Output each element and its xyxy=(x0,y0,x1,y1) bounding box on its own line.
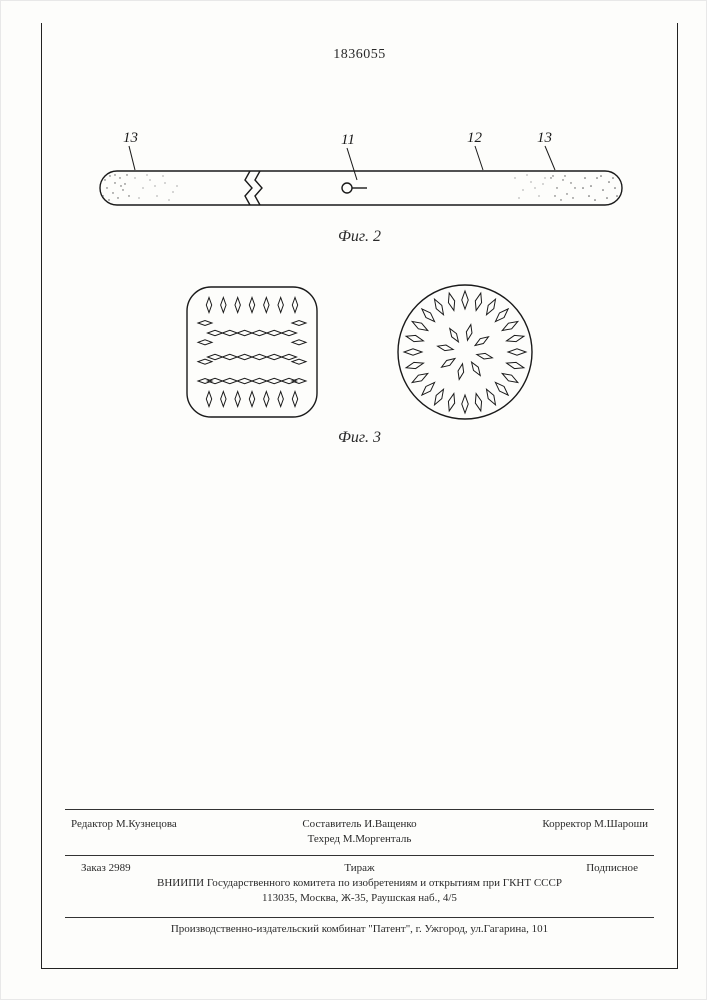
tech-label: Техред xyxy=(308,833,340,845)
editor-cell: Редактор М.Кузнецова xyxy=(71,817,263,847)
content-area: 1836055 xyxy=(41,23,678,969)
label-12: 12 xyxy=(467,130,483,146)
stipple-left-dense xyxy=(102,174,129,200)
order-label: Заказ xyxy=(81,862,106,874)
divider xyxy=(65,809,654,810)
credits-row-2: Заказ 2989 Тираж Подписное ВНИИПИ Госуда… xyxy=(41,861,678,906)
editor-name: М.Кузнецова xyxy=(116,818,177,830)
divider xyxy=(65,855,654,856)
compiler-name: И.Ващенко xyxy=(364,818,416,830)
order-number: 2989 xyxy=(109,862,131,874)
patent-page: 1836055 xyxy=(0,0,707,1000)
corrector-cell: Корректор М.Шароши xyxy=(456,817,648,847)
stipple-right-light xyxy=(514,174,545,198)
tech-name: М.Моргенталь xyxy=(343,833,412,845)
subscription-cell: Подписное xyxy=(452,861,638,876)
label-11: 11 xyxy=(341,132,355,148)
stipple-right-dense xyxy=(582,175,618,201)
figure-2-caption: Фиг. 2 xyxy=(41,228,678,246)
figure-3-caption: Фиг. 3 xyxy=(41,429,678,447)
subscription-label: Подписное xyxy=(586,862,638,874)
order-cell: Заказ 2989 xyxy=(81,861,267,876)
credits-row-1: Редактор М.Кузнецова Составитель И.Ващен… xyxy=(41,817,678,847)
institute-line-1: ВНИИПИ Государственного комитета по изоб… xyxy=(41,876,678,891)
middle-cell: Составитель И.Ващенко Техред М.Моргентал… xyxy=(263,817,455,847)
stipple-right-mid xyxy=(550,175,575,200)
document-number: 1836055 xyxy=(41,47,678,63)
institute-line-2: 113035, Москва, Ж-35, Раушская наб., 4/5 xyxy=(41,891,678,906)
printer-line: Производственно-издательский комбинат "П… xyxy=(41,923,678,935)
figure-3-drawing xyxy=(175,275,547,435)
editor-label: Редактор xyxy=(71,818,113,830)
compiler-label: Составитель xyxy=(302,818,361,830)
corrector-label: Корректор xyxy=(542,818,591,830)
square-pattern xyxy=(198,298,306,407)
print-run-label: Тираж xyxy=(344,862,374,874)
corrector-name: М.Шароши xyxy=(594,818,648,830)
divider xyxy=(65,917,654,918)
label-13-right: 13 xyxy=(537,130,552,146)
print-run-cell: Тираж xyxy=(267,861,453,876)
circle-pattern xyxy=(404,291,526,413)
stipple-left-light xyxy=(134,174,177,200)
label-13-left: 13 xyxy=(123,130,138,146)
